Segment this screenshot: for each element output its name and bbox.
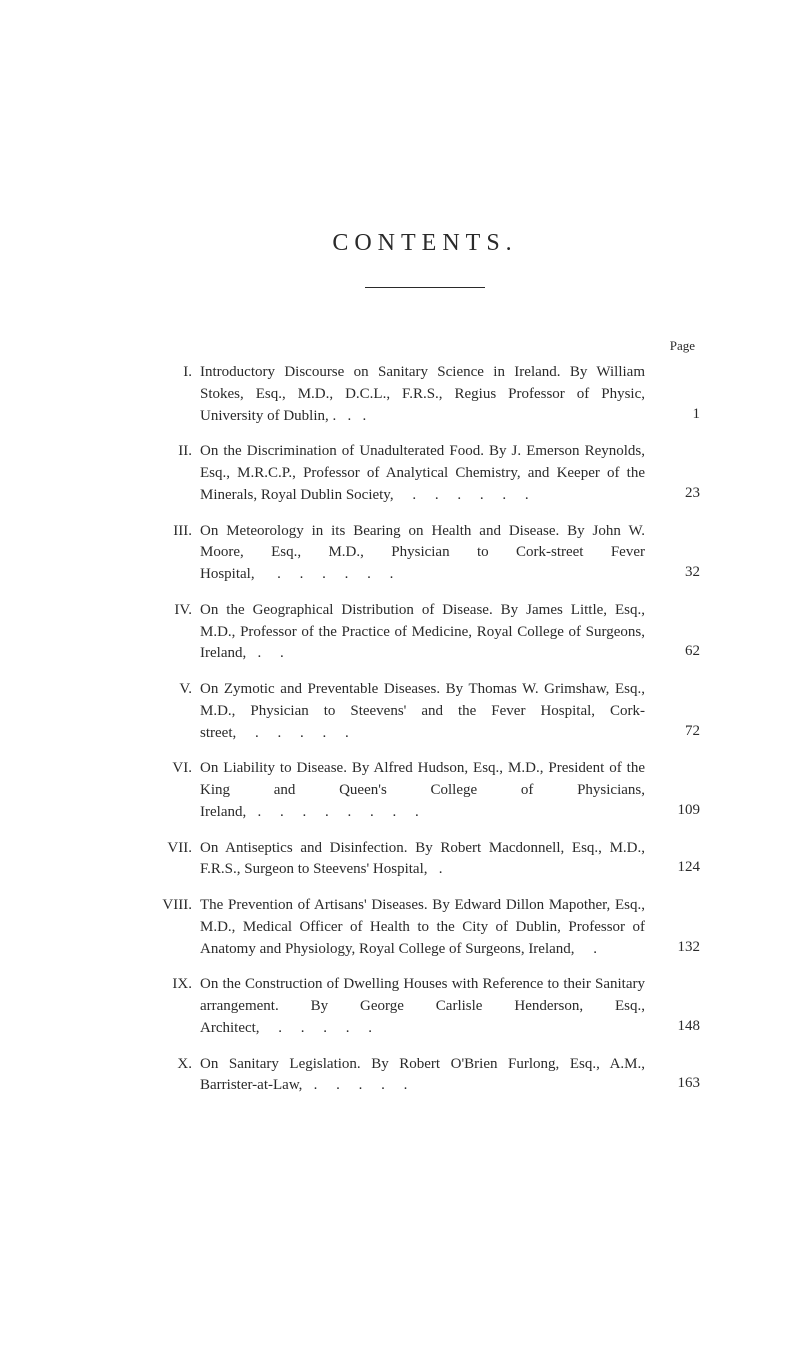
roman-numeral: III. [150, 521, 200, 586]
toc-entry: IX. On the Construction of Dwelling Hous… [150, 974, 700, 1039]
roman-numeral: VI. [150, 758, 200, 823]
title-divider [365, 287, 485, 288]
page-number: 1 [660, 404, 700, 428]
page-number: 148 [660, 1016, 700, 1040]
entry-description: Introductory Discourse on Sanitary Scien… [200, 362, 660, 427]
entry-description: On Liability to Disease. By Alfred Hudso… [200, 758, 660, 823]
toc-entry: II. On the Discrimination of Unadulterat… [150, 441, 700, 506]
roman-numeral: X. [150, 1054, 200, 1098]
page-number: 124 [660, 857, 700, 881]
page-number: 32 [660, 562, 700, 586]
toc-entry: X. On Sanitary Legislation. By Robert O'… [150, 1054, 700, 1098]
toc-entry: III. On Meteorology in its Bearing on He… [150, 521, 700, 586]
entry-description: On Zymotic and Preventable Diseases. By … [200, 679, 660, 744]
entry-description: On the Discrimination of Unadulterated F… [200, 441, 660, 506]
entry-description: The Prevention of Artisans' Diseases. By… [200, 895, 660, 960]
roman-numeral: I. [150, 362, 200, 427]
contents-list: I. Introductory Discourse on Sanitary Sc… [150, 362, 700, 1097]
entry-description: On Meteorology in its Bearing on Health … [200, 521, 660, 586]
entry-description: On Sanitary Legislation. By Robert O'Bri… [200, 1054, 660, 1098]
page-number: 109 [660, 800, 700, 824]
toc-entry: IV. On the Geographical Distribution of … [150, 600, 700, 665]
toc-entry: VI. On Liability to Disease. By Alfred H… [150, 758, 700, 823]
page-title: CONTENTS. [150, 230, 700, 257]
entry-description: On Antiseptics and Disinfection. By Robe… [200, 838, 660, 882]
page-number: 132 [660, 937, 700, 961]
toc-entry: V. On Zymotic and Preventable Diseases. … [150, 679, 700, 744]
toc-entry: I. Introductory Discourse on Sanitary Sc… [150, 362, 700, 427]
toc-entry: VIII. The Prevention of Artisans' Diseas… [150, 895, 700, 960]
page-number: 62 [660, 641, 700, 665]
roman-numeral: IX. [150, 974, 200, 1039]
roman-numeral: VII. [150, 838, 200, 882]
toc-entry: VII. On Antiseptics and Disinfection. By… [150, 838, 700, 882]
page-column-header: Page [150, 338, 700, 354]
page-number: 23 [660, 483, 700, 507]
page-number: 163 [660, 1073, 700, 1097]
roman-numeral: II. [150, 441, 200, 506]
roman-numeral: IV. [150, 600, 200, 665]
roman-numeral: V. [150, 679, 200, 744]
page-number: 72 [660, 721, 700, 745]
entry-description: On the Geographical Distribution of Dise… [200, 600, 660, 665]
entry-description: On the Construction of Dwelling Houses w… [200, 974, 660, 1039]
roman-numeral: VIII. [150, 895, 200, 960]
